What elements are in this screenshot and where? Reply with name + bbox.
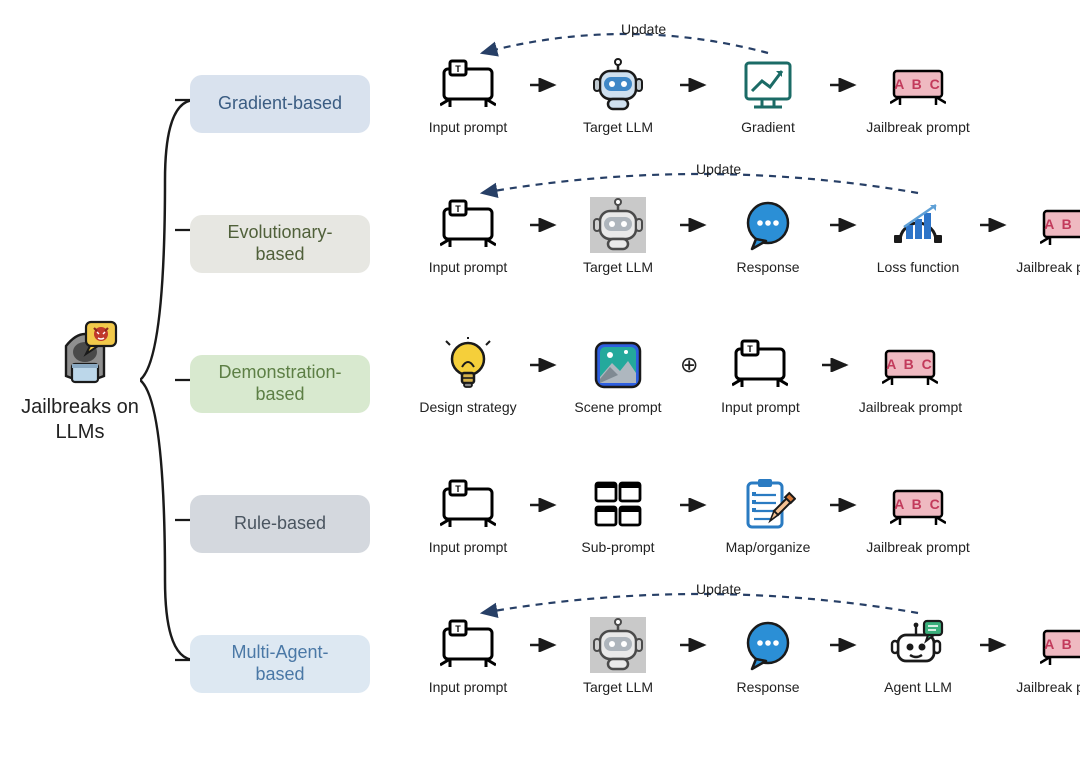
flow-node-label: Map/organize: [726, 539, 811, 555]
flow-node-label: Design strategy: [419, 399, 516, 415]
flow-node: Target LLM: [570, 57, 666, 135]
flow-arrow: [826, 57, 860, 113]
feedback-label: Update: [696, 581, 741, 597]
text-prompt-icon: [440, 477, 496, 533]
plus-separator: ⊕: [676, 337, 702, 393]
flow-node-label: Input prompt: [429, 679, 508, 695]
flow-node: Input prompt: [712, 337, 808, 415]
category-demonstration: Demonstration- based: [190, 355, 370, 413]
flow-node-label: Response: [736, 259, 799, 275]
flow-node-label: Agent LLM: [884, 679, 952, 695]
flow-rule: Input prompt Sub-prompt Map/organize Jailbr…: [420, 477, 966, 555]
lightbulb-icon: [440, 337, 496, 393]
flow-node: Target LLM: [570, 197, 666, 275]
flow-multiagent: Input prompt Target LLM Response Agent LLM J…: [420, 617, 1080, 695]
flow-node-label: Jailbreak prompt: [1016, 259, 1080, 275]
category-multiagent: Multi-Agent- based: [190, 635, 370, 693]
flow-node-label: Loss function: [877, 259, 960, 275]
feedback-label: Update: [696, 161, 741, 177]
response-bubble-icon: [740, 197, 796, 253]
jailbreak-abc-icon: [890, 57, 946, 113]
subprompt-grid-icon: [590, 477, 646, 533]
text-prompt-icon: [440, 57, 496, 113]
flow-arrow: [526, 477, 560, 533]
flow-node-label: Jailbreak prompt: [866, 539, 970, 555]
flow-arrow: [676, 57, 710, 113]
jailbreak-abc-icon: [890, 477, 946, 533]
response-bubble-icon: [740, 617, 796, 673]
flow-node: Gradient: [720, 57, 816, 135]
jailbreak-abc-icon: [882, 337, 938, 393]
flow-arrow: [676, 617, 710, 673]
root-title: Jailbreaks on LLMs: [10, 395, 150, 445]
jailbreak-abc-icon: [1040, 197, 1080, 253]
flow-node-label: Target LLM: [583, 679, 653, 695]
flow-node-label: Input prompt: [721, 399, 800, 415]
category-gradient: Gradient-based: [190, 75, 370, 133]
flow-node: Jailbreak prompt: [870, 477, 966, 555]
feedback-label: Update: [621, 21, 666, 37]
flow-arrow: [826, 617, 860, 673]
flow-node: Jailbreak prompt: [870, 57, 966, 135]
flow-arrow: [976, 197, 1010, 253]
flow-node: Sub-prompt: [570, 477, 666, 555]
flow-demonstration: Design strategy Scene prompt ⊕ Input prompt…: [420, 337, 958, 415]
text-prompt-icon: [440, 197, 496, 253]
flow-evolutionary: Input prompt Target LLM Response Loss funct…: [420, 197, 1080, 275]
flow-node: Response: [720, 617, 816, 695]
flow-node: Input prompt: [420, 617, 516, 695]
text-prompt-icon: [440, 617, 496, 673]
flow-arrow: [976, 617, 1010, 673]
flow-node-label: Jailbreak prompt: [859, 399, 963, 415]
flow-arrow: [818, 337, 852, 393]
flow-node: Design strategy: [420, 337, 516, 415]
bracket: [140, 60, 195, 700]
agent-robot-icon: [890, 617, 946, 673]
flow-node-label: Sub-prompt: [581, 539, 654, 555]
flow-node: Agent LLM: [870, 617, 966, 695]
flow-node: Input prompt: [420, 477, 516, 555]
loss-function-icon: [890, 197, 946, 253]
flow-node: Input prompt: [420, 57, 516, 135]
scene-picture-icon: [590, 337, 646, 393]
robot-gray-icon: [590, 197, 646, 253]
flow-node-label: Input prompt: [429, 539, 508, 555]
flow-node: Jailbreak prompt: [1020, 617, 1080, 695]
text-prompt-icon: [732, 337, 788, 393]
flow-arrow: [526, 197, 560, 253]
robot-color-icon: [590, 57, 646, 113]
hacker-devil-icon: [50, 318, 120, 388]
flow-node-label: Gradient: [741, 119, 795, 135]
clipboard-organize-icon: [740, 477, 796, 533]
flow-node: Input prompt: [420, 197, 516, 275]
flow-node-label: Target LLM: [583, 259, 653, 275]
flow-node-label: Response: [736, 679, 799, 695]
robot-gray-icon: [590, 617, 646, 673]
flow-arrow: [826, 477, 860, 533]
gradient-chart-icon: [740, 57, 796, 113]
flow-node-label: Input prompt: [429, 259, 508, 275]
jailbreak-abc-icon: [1040, 617, 1080, 673]
flow-node-label: Target LLM: [583, 119, 653, 135]
flow-arrow: [676, 477, 710, 533]
flow-arrow: [676, 197, 710, 253]
flow-arrow: [826, 197, 860, 253]
flow-node-label: Jailbreak prompt: [1016, 679, 1080, 695]
flow-node: Map/organize: [720, 477, 816, 555]
flow-node: Scene prompt: [570, 337, 666, 415]
flow-node: Jailbreak prompt: [1020, 197, 1080, 275]
category-evolutionary: Evolutionary- based: [190, 215, 370, 273]
flow-arrow: [526, 617, 560, 673]
flow-node: Response: [720, 197, 816, 275]
flow-node-label: Scene prompt: [574, 399, 661, 415]
flow-node: Target LLM: [570, 617, 666, 695]
flow-node: Loss function: [870, 197, 966, 275]
category-rule: Rule-based: [190, 495, 370, 553]
flow-node: Jailbreak prompt: [862, 337, 958, 415]
flow-gradient: Input prompt Target LLM Gradient Jailbreak …: [420, 57, 966, 135]
flow-node-label: Jailbreak prompt: [866, 119, 970, 135]
flow-node-label: Input prompt: [429, 119, 508, 135]
flow-arrow: [526, 337, 560, 393]
flow-arrow: [526, 57, 560, 113]
